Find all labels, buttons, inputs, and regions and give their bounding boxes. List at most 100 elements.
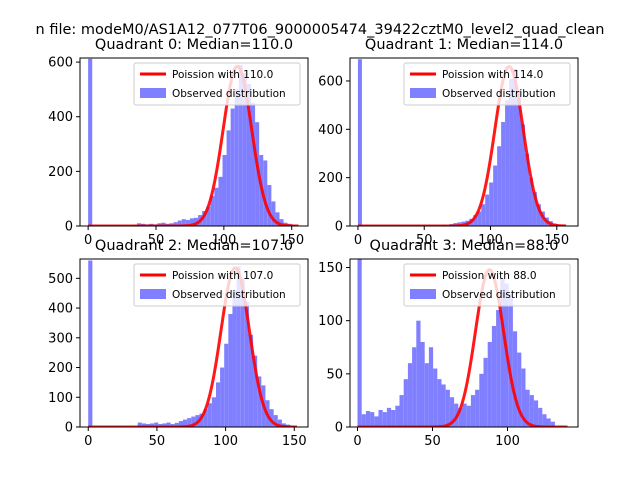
histogram-bar (191, 416, 196, 427)
y-tick-label: 200 (48, 165, 73, 180)
histogram-bar (546, 418, 551, 427)
axes-frame (349, 258, 579, 428)
histogram-bar (473, 215, 478, 226)
histogram-bar (424, 363, 429, 427)
histogram-bar (365, 411, 371, 427)
x-tick-label: 0 (84, 434, 92, 449)
histogram-bar (501, 122, 506, 226)
histogram-bar (449, 397, 455, 427)
histogram-bar (273, 415, 278, 427)
legend: Poission with 110.0 Observed distribution (133, 62, 301, 106)
histogram-bar (479, 373, 484, 427)
plot-area (356, 259, 569, 427)
legend: Poission with 114.0 Observed distribution (403, 62, 571, 106)
legend: Poission with 88.0 Observed distribution (403, 263, 571, 307)
histogram-bar (477, 211, 482, 226)
histogram-bar (361, 414, 366, 427)
histogram-bar (521, 368, 526, 427)
plot-area (87, 260, 298, 427)
histogram-bar (529, 395, 534, 427)
legend-label: Observed distribution (172, 289, 286, 301)
y-tick-label: 300 (48, 331, 73, 346)
y-tick-label: 400 (48, 302, 73, 317)
histogram-bar (475, 389, 480, 427)
histogram-bar (271, 201, 276, 226)
figure-suptitle: n file: modeM0/AS1A12_077T06_9000005474_… (36, 22, 605, 38)
histogram-bar (458, 407, 463, 427)
histogram-bar (445, 389, 450, 427)
x-tick-label: 50 (416, 233, 433, 248)
histogram-bar (240, 278, 245, 427)
x-tick-label: 0 (84, 233, 92, 248)
histogram-bar (428, 347, 434, 427)
y-tick-label: 0 (335, 220, 343, 235)
subplot-title: Quadrant 1: Median=114.0 (365, 37, 563, 53)
subplot-quadrant-1: 0 50 100 150 0 200 400 600 Quadrant 1: Median=11… (318, 37, 579, 248)
legend-box (133, 62, 301, 106)
histogram-bar (232, 290, 237, 427)
histogram-bar (391, 409, 396, 427)
histogram-bar (491, 325, 497, 427)
histogram-bar (407, 363, 413, 427)
histogram-bar (550, 421, 555, 427)
histogram-bar (185, 219, 190, 226)
histogram-bar (228, 314, 233, 427)
legend-patch-swatch (140, 88, 166, 98)
y-tick-label: 150 (318, 261, 343, 276)
x-tick-label: 100 (213, 434, 238, 449)
histogram-bar (374, 416, 379, 427)
y-tick-label: 0 (65, 220, 73, 235)
plot-area (87, 58, 300, 226)
histogram-bar (485, 194, 490, 226)
x-tick-label: 0 (354, 233, 362, 248)
x-tick-label: 0 (353, 434, 361, 449)
histogram-bar (525, 389, 530, 427)
histogram-bar (536, 204, 541, 226)
histogram-bar (493, 165, 498, 226)
histogram-bar (210, 195, 215, 226)
x-tick-label: 100 (495, 434, 520, 449)
x-tick-label: 150 (544, 233, 569, 248)
histogram-bar (416, 320, 421, 427)
histogram-bar (420, 341, 425, 427)
histogram-bar (357, 259, 362, 427)
histogram-bar (244, 302, 249, 427)
histogram-bar (487, 341, 492, 427)
legend: Poission with 107.0 Observed distribution (133, 263, 301, 307)
legend-label: Observed distribution (172, 88, 286, 100)
x-tick-label: 150 (282, 434, 307, 449)
y-tick-label: 200 (48, 361, 73, 376)
legend-box (133, 263, 301, 307)
legend-label: Poission with 110.0 (172, 69, 273, 81)
legend-label: Observed distribution (442, 289, 556, 301)
histogram-bar (150, 423, 155, 427)
histogram-bar (242, 73, 247, 226)
legend-box (403, 263, 571, 307)
histogram-bar (230, 108, 235, 226)
subplot-title: Quadrant 2: Median=107.0 (95, 238, 293, 254)
subplot-panels: 0 50 100 150 0 200 400 600 Quadrant 0: Median=11… (48, 37, 579, 449)
histogram-bar (202, 210, 207, 226)
histogram-bar (161, 222, 166, 226)
y-tick-label: 50 (326, 367, 343, 382)
histogram-bar (462, 403, 467, 427)
histogram-bar (88, 58, 93, 226)
histogram-bar (257, 376, 262, 427)
legend-patch-swatch (410, 289, 436, 299)
histogram-bar (263, 160, 268, 226)
histogram-bar (207, 403, 212, 427)
histogram-bar (267, 185, 272, 226)
histogram-bar (238, 64, 243, 226)
histogram-bar (533, 400, 539, 427)
axes-frame (79, 258, 309, 428)
subplot-title: Quadrant 0: Median=110.0 (95, 37, 293, 53)
poisson-curve (357, 64, 567, 226)
histogram-bar (441, 384, 446, 427)
histogram-bar (496, 310, 501, 427)
histogram-bar (532, 192, 537, 226)
y-tick-label: 200 (318, 171, 343, 186)
y-tick-label: 400 (48, 110, 73, 125)
y-tick-label: 400 (318, 123, 343, 138)
